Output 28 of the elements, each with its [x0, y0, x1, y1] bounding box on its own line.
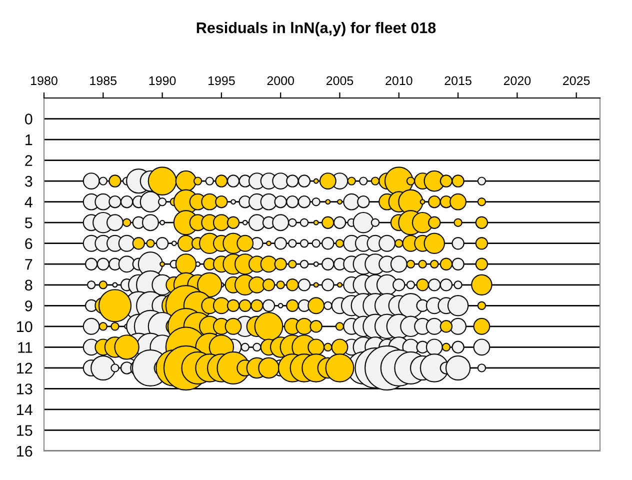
x-tick-label: 1985: [90, 76, 117, 86]
y-tick-label: 11: [18, 342, 32, 353]
x-tick-label: 2010: [386, 76, 412, 86]
y-tick-label: 7: [25, 259, 32, 270]
x-tick-label: 2020: [504, 76, 531, 86]
y-tick-label: 0: [24, 114, 32, 124]
x-tick-label: 1995: [208, 76, 235, 86]
y-tick-label: 13: [17, 384, 32, 394]
y-tick-label: 16: [17, 446, 32, 457]
y-tick-label: 1: [26, 134, 32, 146]
x-tick-label: 2015: [444, 76, 472, 86]
y-tick-label: 8: [25, 280, 32, 291]
y-tick-label: 9: [25, 300, 32, 312]
x-tick-label: 2005: [326, 76, 354, 86]
y-tick-label: 6: [25, 238, 32, 250]
y-tick-label: 5: [25, 218, 32, 228]
x-tick-label: 2000: [267, 76, 294, 86]
y-tick-label: 4: [24, 196, 32, 208]
y-tick-label: 15: [17, 425, 32, 436]
y-tick-label: 3: [24, 176, 32, 187]
y-tick-label: 12: [17, 362, 32, 374]
y-tick-label: 14: [17, 404, 32, 416]
y-tick-label: 10: [17, 321, 32, 332]
x-tick-label: 1990: [149, 76, 176, 86]
y-tick-label: 2: [25, 155, 32, 166]
chart-title: Residuals in lnN(a,y) for fleet 018: [196, 22, 436, 36]
x-tick-label: 1980: [31, 76, 58, 86]
x-tick-label: 2025: [563, 76, 590, 86]
